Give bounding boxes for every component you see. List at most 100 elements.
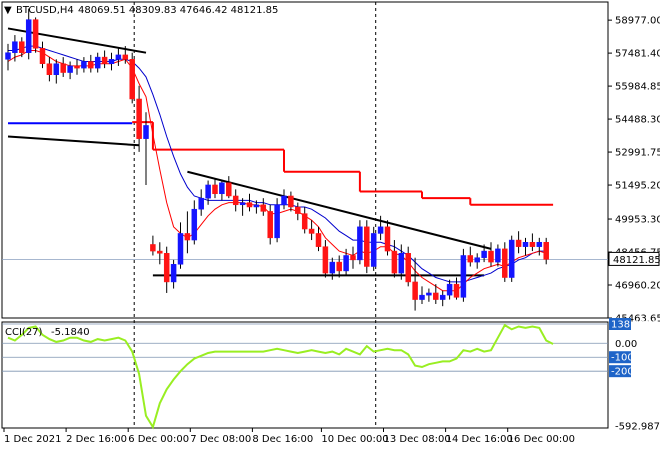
candle-body[interactable]	[495, 248, 501, 263]
candle-body[interactable]	[67, 65, 73, 73]
candle-body[interactable]	[122, 54, 129, 60]
candle-body[interactable]	[246, 202, 253, 208]
candle-body[interactable]	[129, 59, 135, 100]
candle-body[interactable]	[81, 61, 87, 69]
candle-body[interactable]	[184, 233, 191, 241]
candle-body[interactable]	[522, 242, 529, 247]
candle-body[interactable]	[329, 261, 336, 274]
candle-body[interactable]	[150, 244, 156, 252]
candle-body[interactable]	[398, 253, 405, 274]
candle-body[interactable]	[543, 242, 549, 260]
cci-level-tag-label: 138.0837	[611, 320, 659, 331]
candle-body[interactable]	[260, 204, 267, 212]
candle-body[interactable]	[136, 98, 142, 139]
candle-body[interactable]	[163, 253, 170, 283]
candle-body[interactable]	[412, 281, 418, 300]
menu-triangle-icon[interactable]: ▼	[4, 5, 12, 16]
candle-body[interactable]	[481, 250, 487, 258]
candle-body[interactable]	[419, 294, 425, 300]
candle-body[interactable]	[446, 283, 453, 296]
cci-name-label: CCI(27)	[5, 327, 43, 338]
candle-body[interactable]	[157, 250, 163, 254]
candle-body[interactable]	[357, 226, 363, 261]
candle-body[interactable]	[350, 255, 356, 261]
candle-body[interactable]	[343, 255, 349, 272]
candle-body[interactable]	[53, 63, 60, 75]
candle-body[interactable]	[308, 228, 315, 234]
price-tick-label: 52991.75	[615, 148, 660, 159]
cci-frame	[1, 321, 609, 429]
trendline[interactable]	[7, 135, 140, 147]
candle-body[interactable]	[5, 52, 11, 60]
candle-body[interactable]	[502, 248, 508, 278]
candle-body[interactable]	[212, 184, 218, 195]
price-tick-label: 46960.20	[615, 281, 660, 292]
candle-body[interactable]	[460, 255, 467, 298]
candle-body[interactable]	[529, 242, 536, 247]
candle-body[interactable]	[101, 56, 108, 64]
candle-body[interactable]	[508, 239, 515, 278]
candle-body[interactable]	[232, 195, 239, 206]
cci-level-label: 0.00	[615, 339, 637, 350]
candle-body[interactable]	[12, 41, 18, 53]
candle-body[interactable]	[94, 56, 101, 69]
candle-body[interactable]	[364, 226, 370, 267]
candle-body[interactable]	[60, 63, 66, 73]
time-tick-label: 2 Dec 16:00	[66, 434, 127, 445]
candle-body[interactable]	[391, 250, 398, 274]
candle-body[interactable]	[453, 283, 460, 298]
candle-body[interactable]	[274, 204, 280, 239]
main-frame	[1, 1, 609, 319]
candle-body[interactable]	[433, 292, 439, 300]
candle-body[interactable]	[226, 182, 232, 197]
candle-body[interactable]	[239, 202, 246, 206]
candle-body[interactable]	[108, 59, 115, 64]
candle-body[interactable]	[336, 261, 342, 272]
candle-body[interactable]	[322, 246, 329, 274]
candle-body[interactable]	[170, 264, 177, 283]
candle-body[interactable]	[281, 195, 287, 206]
time-tick-label: 16 Dec 00:00	[508, 434, 575, 445]
candle-body[interactable]	[288, 195, 294, 208]
candle-body[interactable]	[426, 292, 432, 296]
candle-body[interactable]	[191, 208, 198, 241]
candle-body[interactable]	[467, 255, 474, 263]
candle-body[interactable]	[370, 233, 377, 267]
candle-body[interactable]	[88, 61, 94, 69]
candle-body[interactable]	[405, 253, 411, 283]
candle-body[interactable]	[515, 239, 522, 247]
candle-body[interactable]	[488, 250, 494, 263]
candle-body[interactable]	[74, 65, 80, 69]
candle-body[interactable]	[198, 197, 204, 210]
candle-body[interactable]	[267, 211, 273, 239]
candle-body[interactable]	[39, 48, 46, 64]
time-tick-label: 10 Dec 00:00	[321, 434, 388, 445]
time-tick-label: 13 Dec 08:00	[384, 434, 451, 445]
candle-body[interactable]	[474, 257, 480, 263]
candle-body[interactable]	[384, 226, 391, 252]
candle-body[interactable]	[205, 184, 211, 199]
candle-body[interactable]	[32, 19, 39, 49]
candle-body[interactable]	[19, 41, 25, 53]
candle-body[interactable]	[46, 63, 53, 75]
candle-body[interactable]	[143, 125, 149, 139]
candle-body[interactable]	[536, 242, 543, 247]
candle-body[interactable]	[301, 213, 308, 230]
candle-body[interactable]	[439, 294, 446, 300]
candle-body[interactable]	[219, 182, 225, 195]
trendline[interactable]	[187, 170, 492, 250]
candle-body[interactable]	[177, 233, 184, 265]
candle-body[interactable]	[295, 206, 301, 214]
time-tick-label: 6 Dec 00:00	[128, 434, 189, 445]
candle-body[interactable]	[115, 54, 122, 60]
cci-plot[interactable]	[2, 323, 608, 430]
candle-body[interactable]	[25, 19, 32, 53]
candle-body[interactable]	[315, 233, 322, 247]
cci-level-tag	[609, 365, 631, 378]
main-plot[interactable]	[5, 8, 554, 311]
candle-body[interactable]	[377, 226, 384, 234]
candle-body[interactable]	[253, 204, 260, 208]
cci-line	[7, 323, 554, 430]
